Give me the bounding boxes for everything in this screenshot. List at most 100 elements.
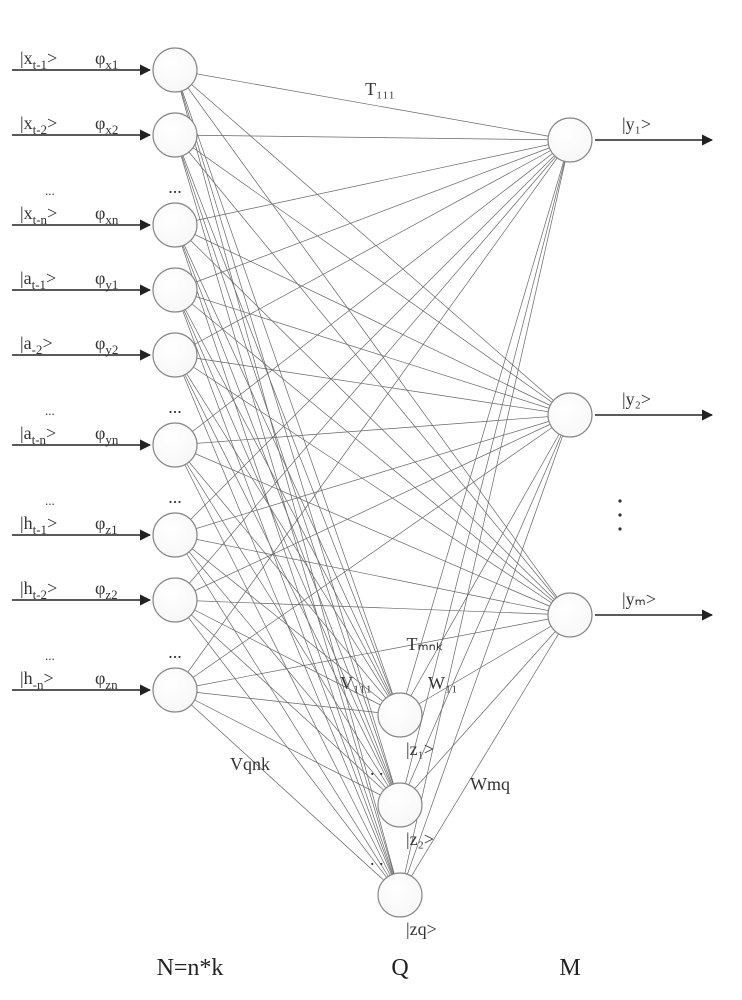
column-label: Q <box>391 955 408 981</box>
edge-input-output <box>175 135 570 140</box>
edge-hidden-output <box>400 415 570 715</box>
input-phi-label: φxn <box>95 203 119 227</box>
ellipsis: ... <box>45 648 55 663</box>
hidden-node <box>378 873 422 917</box>
input-phi-label: φx2 <box>95 113 118 137</box>
edge-input-hidden <box>175 355 400 715</box>
ellipsis: . . <box>370 759 384 779</box>
input-phi-label: φz2 <box>95 578 118 602</box>
edge-input-hidden <box>175 70 400 715</box>
ellipsis: ... <box>45 183 55 198</box>
edge-input-output <box>175 290 570 415</box>
input-node <box>153 513 197 557</box>
input-node <box>153 578 197 622</box>
ellipsis: . . <box>370 849 384 869</box>
edge-input-output <box>175 355 570 615</box>
edge-input-hidden <box>175 225 400 805</box>
edge-input-output <box>175 415 570 445</box>
edge-input-output <box>175 415 570 690</box>
nn-diagram: |xt-1>φx1|xt-2>φx2......|xt-n>φxn|at-1>φ… <box>0 0 742 1000</box>
input-phi-label: φyn <box>95 423 119 447</box>
input-ket-label: |xt-2> <box>20 113 57 137</box>
input-phi-label: φzn <box>95 668 118 692</box>
edge-input-output <box>175 615 570 690</box>
edge-input-hidden <box>175 290 400 895</box>
edge-input-output <box>175 135 570 615</box>
hidden-node-label: |zq> <box>406 919 437 939</box>
input-ket-label: |xt-n> <box>20 203 57 227</box>
input-node <box>153 333 197 377</box>
hidden-node <box>378 693 422 737</box>
ellipsis-dot <box>618 513 621 516</box>
edge-input-output <box>175 140 570 225</box>
edge-input-hidden <box>175 535 400 805</box>
input-node <box>153 48 197 92</box>
ellipsis: ... <box>168 397 182 417</box>
input-phi-label: φy2 <box>95 333 118 357</box>
edge-input-output <box>175 445 570 615</box>
input-ket-label: |at-n> <box>20 423 56 447</box>
edge-input-output <box>175 70 570 415</box>
edge-input-output <box>175 355 570 415</box>
edge-input-output <box>175 535 570 615</box>
edge-input-output <box>175 70 570 615</box>
hidden-node-label: |z₁> <box>406 739 434 759</box>
edge-hidden-output <box>400 140 570 715</box>
ellipsis-dot <box>618 499 621 502</box>
edge-input-hidden <box>175 535 400 895</box>
edge-input-output <box>175 140 570 290</box>
nodes-layer <box>153 48 592 917</box>
input-phi-label: φx1 <box>95 48 118 72</box>
ellipsis: ... <box>168 642 182 662</box>
ellipsis: ... <box>168 177 182 197</box>
input-node <box>153 113 197 157</box>
weight-label: Vqnk <box>230 754 270 774</box>
edge-input-output <box>175 140 570 600</box>
input-ket-label: |a-2> <box>20 333 53 357</box>
edge-input-output <box>175 225 570 415</box>
edges-layer <box>12 70 712 895</box>
ellipsis: ... <box>45 493 55 508</box>
weight-label: W₁₁ <box>428 673 458 693</box>
input-ket-label: |h-n> <box>20 668 54 692</box>
edge-input-hidden <box>175 70 400 895</box>
edge-input-hidden <box>175 70 400 805</box>
input-node <box>153 668 197 712</box>
input-node <box>153 423 197 467</box>
input-phi-label: φz1 <box>95 513 118 537</box>
edge-input-output <box>175 415 570 600</box>
hidden-node-label: |z₂> <box>406 829 434 849</box>
edge-hidden-output <box>400 415 570 895</box>
input-ket-label: |at-1> <box>20 268 56 292</box>
edge-input-output <box>175 140 570 445</box>
input-node <box>153 268 197 312</box>
output-label: |yₘ> <box>622 589 656 609</box>
ellipsis: ... <box>45 403 55 418</box>
input-ket-label: |ht-1> <box>20 513 57 537</box>
edge-input-output <box>175 415 570 535</box>
input-node <box>153 203 197 247</box>
output-label: |y₁> <box>622 114 651 134</box>
edge-input-hidden <box>175 290 400 715</box>
weight-label: Wmq <box>470 774 510 794</box>
column-label: N=n*k <box>157 955 224 981</box>
labels-layer: |xt-1>φx1|xt-2>φx2......|xt-n>φxn|at-1>φ… <box>20 48 656 981</box>
column-label: M <box>559 955 580 981</box>
input-phi-label: φy1 <box>95 268 118 292</box>
edge-input-output <box>175 290 570 615</box>
hidden-node <box>378 783 422 827</box>
output-node <box>548 593 592 637</box>
edge-input-hidden <box>175 225 400 715</box>
edge-input-hidden <box>175 135 400 715</box>
edge-input-output <box>175 140 570 355</box>
edge-hidden-output <box>400 615 570 715</box>
ellipsis: ... <box>168 487 182 507</box>
edge-input-output <box>175 225 570 615</box>
weight-label: T₁₁₁ <box>365 79 395 99</box>
edge-input-hidden <box>175 690 400 805</box>
edge-input-hidden <box>175 690 400 895</box>
weight-label: V₁₁₁ <box>340 673 372 693</box>
input-ket-label: |ht-2> <box>20 578 57 602</box>
weight-label: Tₘₙₖ <box>406 634 443 654</box>
output-label: |y₂> <box>622 389 651 409</box>
